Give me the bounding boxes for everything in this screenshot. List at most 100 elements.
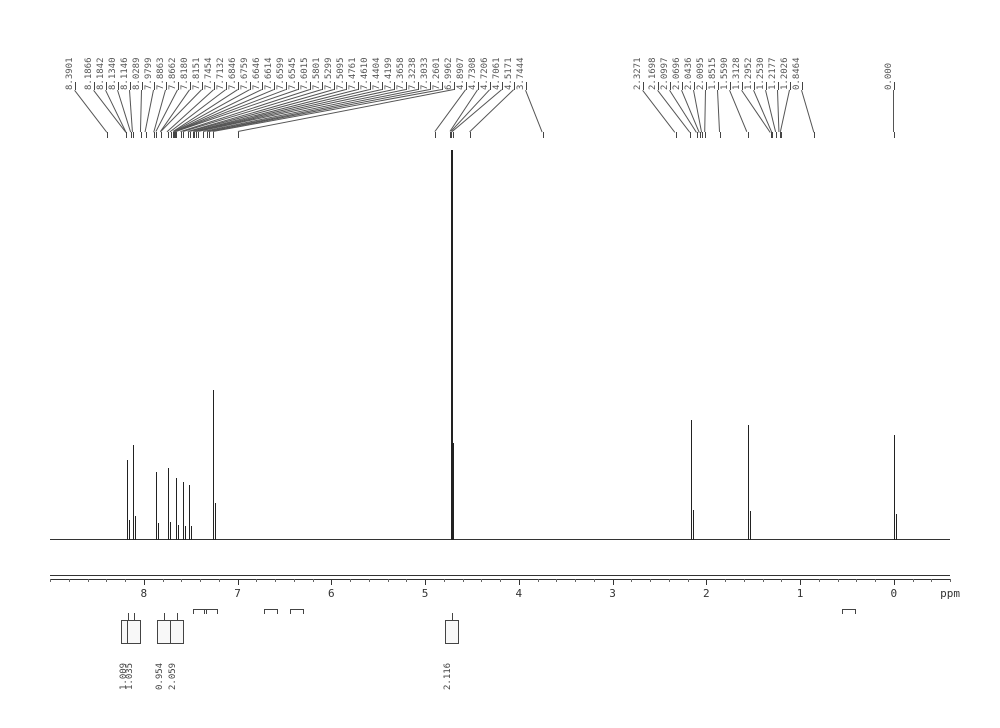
peak-drop [676, 132, 677, 138]
axis-minor-tick [275, 579, 276, 582]
peak-label-tick [190, 82, 191, 90]
peak-ppm-label: 7.9799 [144, 57, 154, 90]
spectrum-peak-shoulder [896, 514, 897, 540]
peak-drop [238, 132, 239, 138]
axis-tick-label: 1 [797, 587, 804, 600]
spectrum-peak-shoulder [191, 526, 192, 540]
peak-label-connector [693, 90, 702, 132]
peak-label-tick [643, 82, 644, 90]
peak-label-connector [780, 90, 790, 132]
axis-minor-tick [688, 579, 689, 582]
peak-drop [453, 132, 454, 138]
peak-ppm-label: 4.7061 [492, 57, 502, 90]
peak-drop [161, 132, 162, 138]
peak-drop [171, 132, 172, 138]
peak-label-tick [418, 82, 419, 90]
integral-stem [177, 613, 178, 621]
peak-ppm-label: 1.2530 [756, 57, 766, 90]
peak-label-tick [382, 82, 383, 90]
peak-label-connector [893, 90, 894, 132]
peak-drop [213, 132, 214, 138]
peak-ppm-label: 2.0436 [684, 57, 694, 90]
axis-minor-tick [125, 579, 126, 582]
peak-label-tick [118, 82, 119, 90]
integral-area: 1.0091.0350.9542.0592.116 [50, 620, 950, 700]
axis-minor-tick [856, 579, 857, 582]
peak-ppm-label: 1.3128 [732, 57, 742, 90]
spectrum-peak [176, 478, 177, 540]
peak-drop [146, 132, 147, 138]
axis-tick-label: 7 [234, 587, 241, 600]
peak-label-tick [202, 82, 203, 90]
peak-ppm-label: 7.6545 [288, 57, 298, 90]
peak-label-tick [790, 82, 791, 90]
axis-minor-tick [88, 579, 89, 582]
peak-label-tick [394, 82, 395, 90]
integral-value-label: 2.059 [168, 663, 178, 690]
nmr-spectrum-figure: 8.39018.18668.18428.13408.11468.02897.97… [20, 20, 980, 708]
peak-ppm-label: 4.7206 [480, 57, 490, 90]
peak-label-tick [682, 82, 683, 90]
axis-minor-tick [463, 579, 464, 582]
peak-ppm-label: 7.8863 [156, 57, 166, 90]
axis-minor-tick [538, 579, 539, 582]
peak-ppm-label: 1.2177 [768, 57, 778, 90]
peak-label-connector [525, 90, 543, 132]
peak-ppm-label: 7.6015 [300, 57, 310, 90]
x-axis: ppm 876543210 [50, 575, 950, 615]
peak-label-tick [514, 82, 515, 90]
spectrum-peak-shoulder [453, 443, 454, 541]
peak-label-tick [894, 82, 895, 90]
peak-label-tick [106, 82, 107, 90]
peak-label-tick [262, 82, 263, 90]
integral-value-label: 0.954 [155, 663, 165, 690]
peak-ppm-label: 7.7454 [204, 57, 214, 90]
peak-label-tick [778, 82, 779, 90]
peak-ppm-label: 0.8464 [792, 57, 802, 90]
peak-ppm-label: 2.3271 [633, 57, 643, 90]
axis-tick-label: 5 [422, 587, 429, 600]
peak-label-tick [286, 82, 287, 90]
peak-drop [156, 132, 157, 138]
peak-label-connector [93, 90, 126, 133]
integral-marker [170, 620, 184, 644]
axis-line-top [50, 575, 950, 576]
peak-drop [814, 132, 815, 138]
integral-stem [164, 613, 165, 621]
peak-drop [543, 132, 544, 138]
peak-drop [470, 132, 471, 138]
peak-drop [697, 132, 698, 138]
axis-minor-tick [763, 579, 764, 582]
axis-tick-label: 3 [609, 587, 616, 600]
peak-label-tick [802, 82, 803, 90]
axis-major-tick [800, 579, 801, 585]
peak-label-tick [142, 82, 143, 90]
peak-ppm-label: 1.2026 [780, 57, 790, 90]
peak-drop [720, 132, 721, 138]
axis-minor-tick [913, 579, 914, 582]
peak-ppm-label: 6.9962 [444, 57, 454, 90]
peak-drop [183, 132, 184, 138]
spectrum-peak [156, 472, 157, 540]
peak-ppm-label: 7.4199 [384, 57, 394, 90]
axis-unit-label: ppm [940, 587, 960, 600]
peak-ppm-label: 7.5299 [324, 57, 334, 90]
peak-label-tick [178, 82, 179, 90]
axis-minor-tick [594, 579, 595, 582]
peak-label-tick [226, 82, 227, 90]
axis-minor-tick [256, 579, 257, 582]
peak-drop [435, 132, 436, 138]
axis-minor-tick [350, 579, 351, 582]
peak-label-tick [706, 82, 707, 90]
peak-drop [776, 132, 777, 138]
axis-minor-tick [69, 579, 70, 582]
peak-label-tick [718, 82, 719, 90]
spectrum-peak [127, 460, 128, 540]
axis-major-tick [613, 579, 614, 585]
peak-drop [702, 132, 703, 138]
axis-minor-tick [406, 579, 407, 582]
axis-minor-tick [219, 579, 220, 582]
peak-drop [781, 132, 782, 138]
peak-ppm-label: 7.5095 [336, 57, 346, 90]
spectrum-peak-shoulder [135, 516, 136, 540]
